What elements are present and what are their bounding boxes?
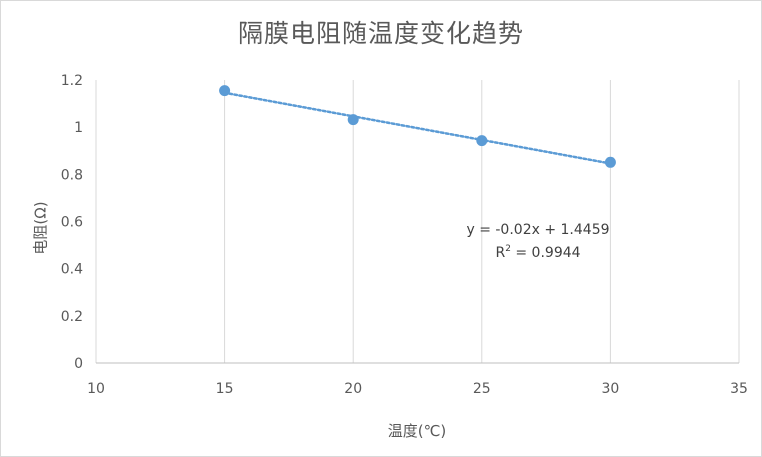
- tick-labels: 10 15 20 25 30 35 0 0.2 0.4 0.6 0.8 1 1.2: [61, 73, 748, 397]
- x-axis-label: 温度(℃): [387, 422, 447, 440]
- trendline: [223, 91, 612, 165]
- x-tick-label: 10: [87, 381, 105, 397]
- data-point: [347, 114, 359, 126]
- gridlines: [95, 80, 740, 363]
- r2-value: = 0.9944: [511, 245, 581, 261]
- data-point: [604, 156, 616, 168]
- data-point: [219, 85, 231, 97]
- data-point: [476, 135, 488, 147]
- data-points: [219, 85, 616, 168]
- x-tick-label: 25: [473, 381, 491, 397]
- y-tick-label: 0: [74, 356, 83, 372]
- y-tick-label: 1.2: [61, 73, 83, 89]
- trendline-r2-text: R2 = 0.9944: [495, 244, 580, 261]
- y-tick-label: 0.6: [61, 215, 83, 231]
- trendline-equation-text: y = -0.02x + 1.4459: [466, 222, 609, 238]
- x-tick-label: 35: [730, 381, 748, 397]
- r2-exponent: 2: [505, 244, 511, 254]
- y-tick-label: 0.8: [61, 167, 83, 183]
- r2-prefix: R: [495, 245, 505, 261]
- y-tick-label: 0.4: [61, 262, 83, 278]
- x-tick-label: 15: [216, 381, 234, 397]
- chart-title: 隔膜电阻随温度变化趋势: [237, 19, 524, 48]
- x-tick-label: 20: [344, 381, 362, 397]
- y-tick-label: 1: [74, 120, 83, 136]
- x-tick-label: 30: [601, 381, 619, 397]
- trendline-equation: y = -0.02x + 1.4459 R2 = 0.9944: [466, 222, 609, 261]
- trendline-layer: [223, 91, 612, 165]
- y-tick-label: 0.2: [61, 309, 83, 325]
